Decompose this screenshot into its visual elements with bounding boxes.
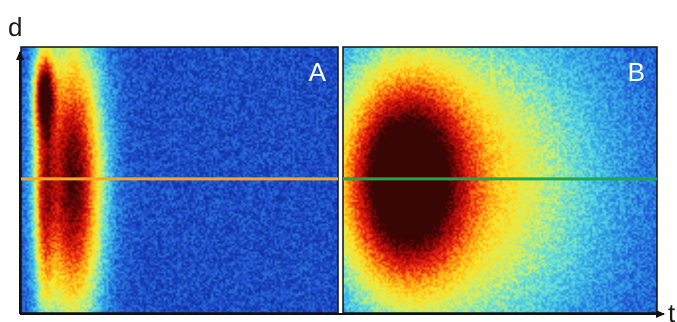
x-axis-label: t — [668, 298, 676, 322]
y-axis-label: d — [8, 12, 22, 42]
panel-a: A — [20, 46, 339, 314]
panel-b: B — [342, 46, 658, 314]
panel-label-a: A — [309, 57, 327, 87]
panel-label-b: B — [628, 57, 645, 87]
